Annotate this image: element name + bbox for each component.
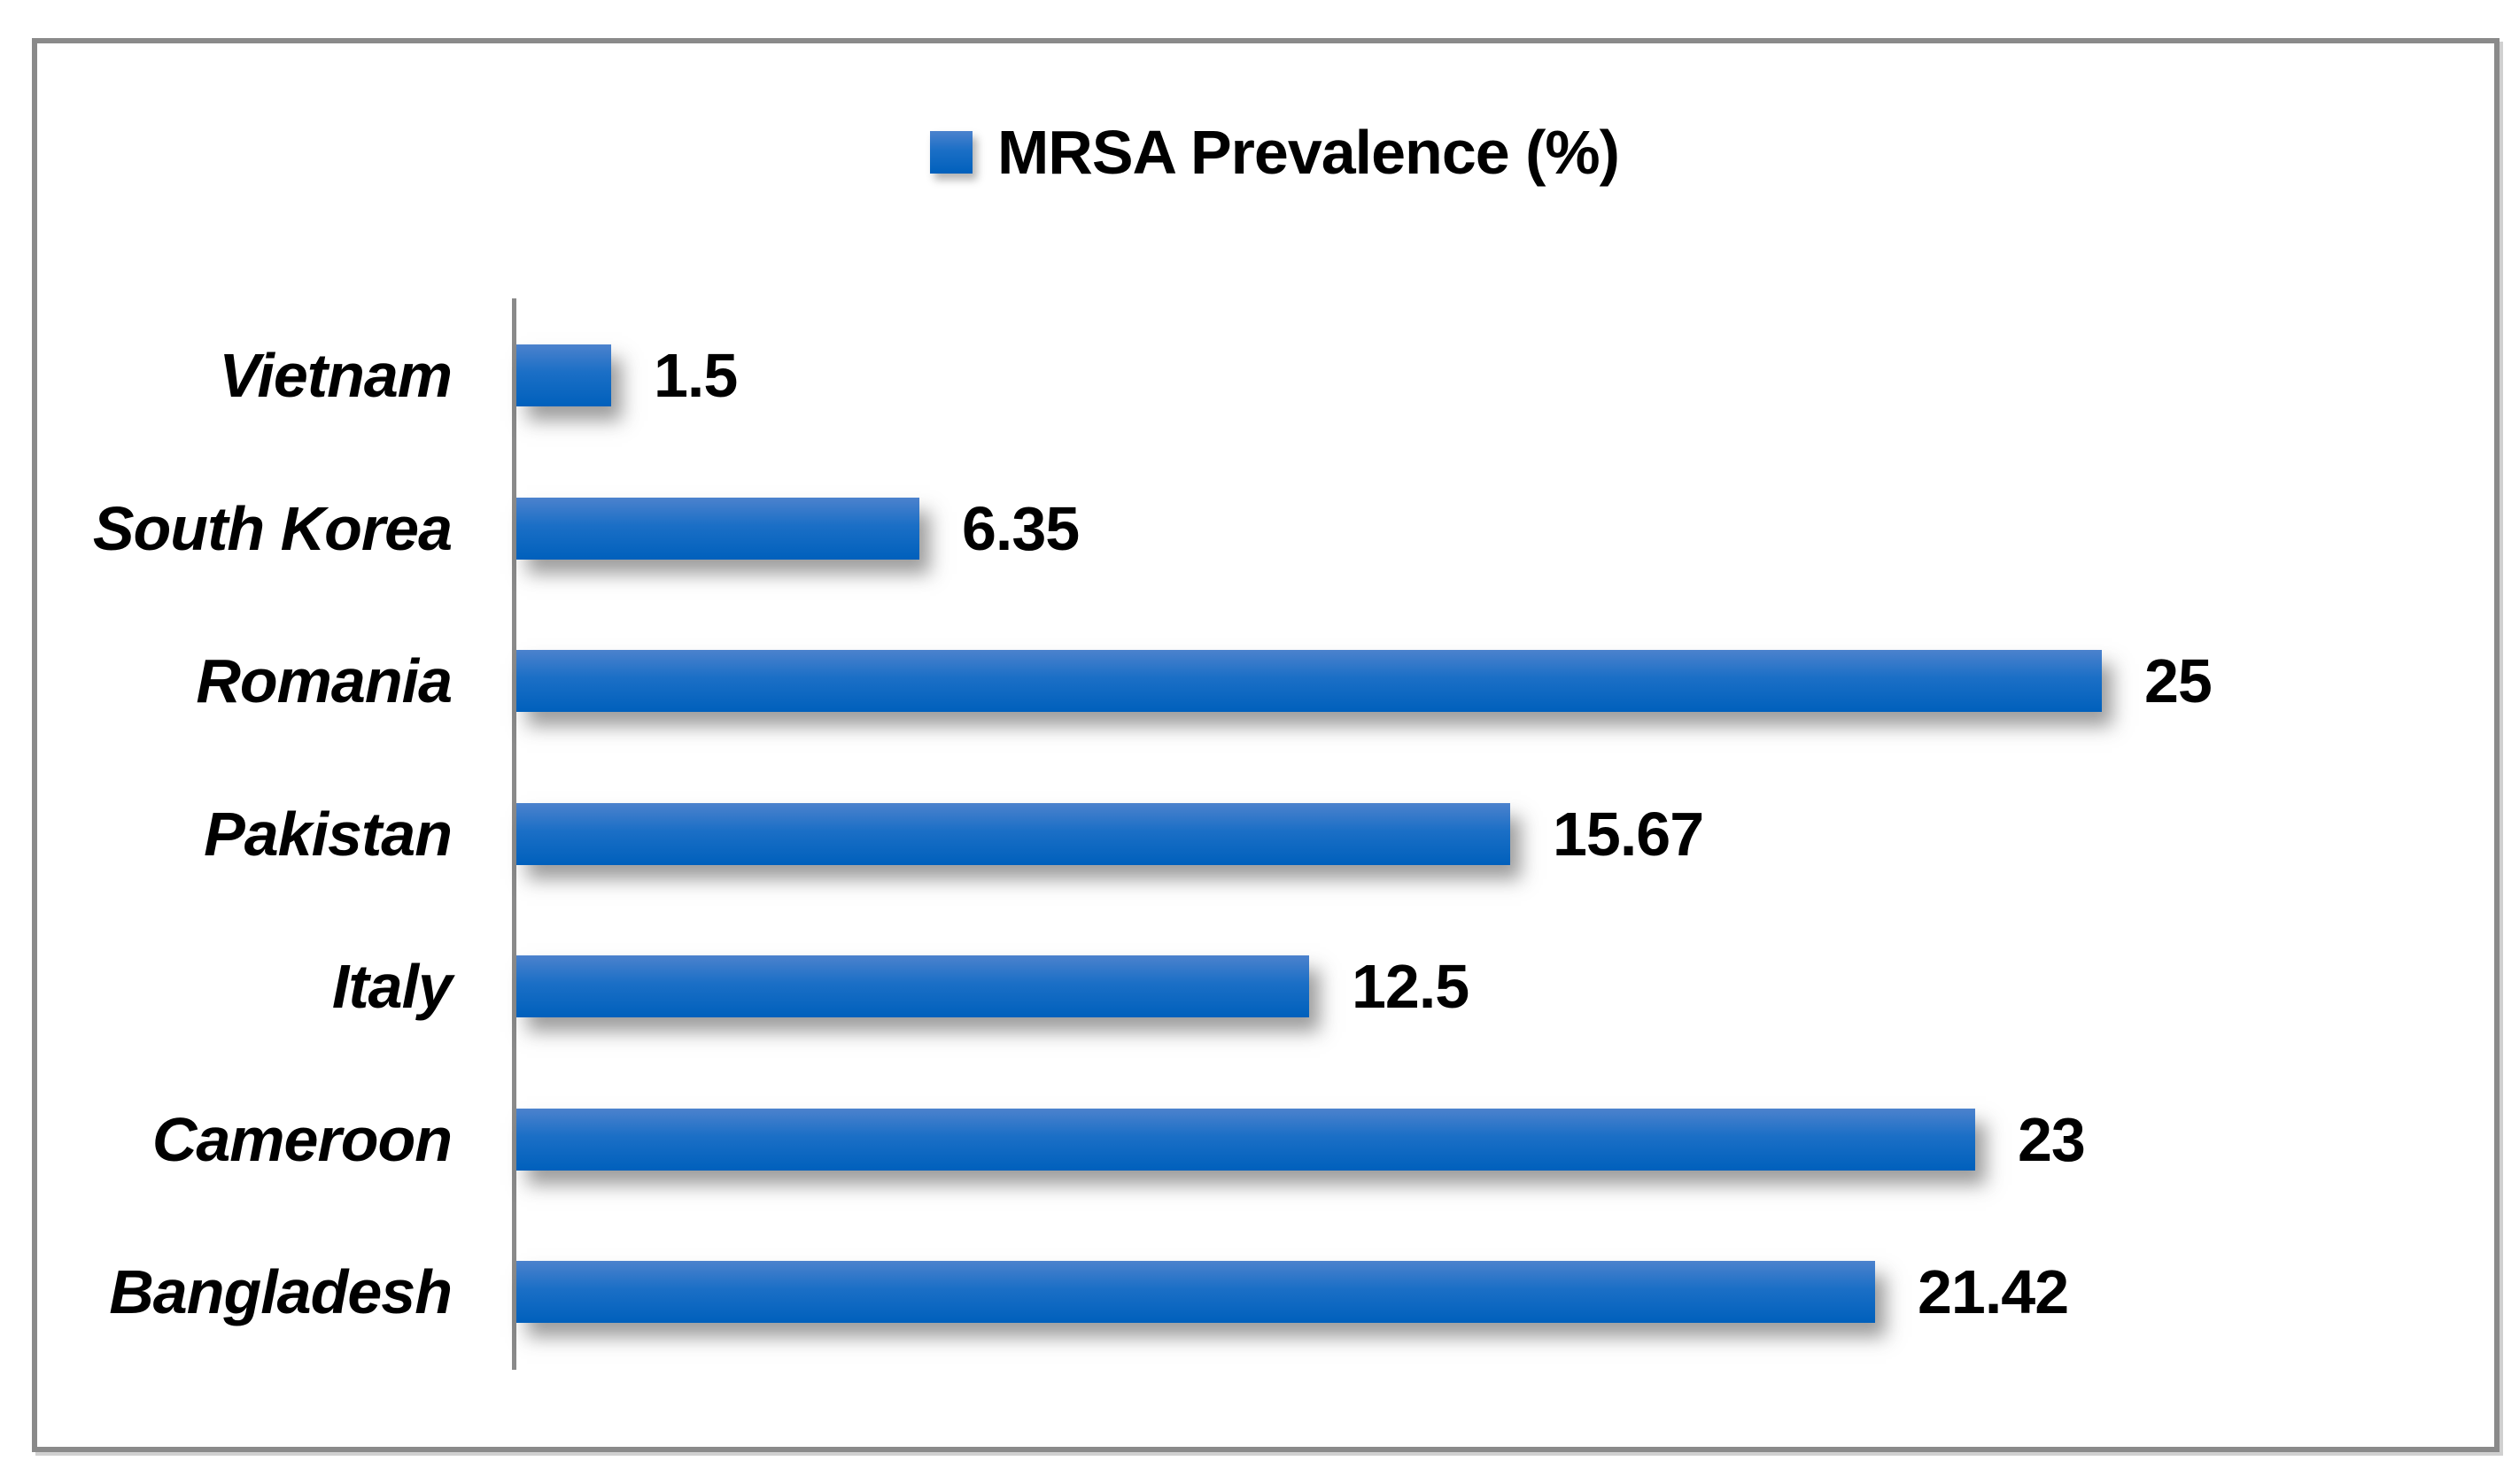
chart-frame bbox=[32, 38, 2500, 1452]
bar bbox=[516, 802, 1510, 865]
category-label: Italy bbox=[331, 952, 453, 1021]
legend-label: MRSA Prevalence (%) bbox=[997, 118, 1620, 187]
category-label: Pakistan bbox=[204, 799, 453, 869]
bar bbox=[516, 344, 611, 406]
category-label: Vietnam bbox=[219, 341, 453, 410]
bar bbox=[516, 1261, 1875, 1323]
value-label: 25 bbox=[2144, 646, 2213, 715]
category-label: Cameroon bbox=[151, 1104, 453, 1174]
value-label: 6.35 bbox=[962, 493, 1080, 563]
value-label: 21.42 bbox=[1918, 1257, 2069, 1326]
bar bbox=[516, 497, 919, 560]
y-axis-line bbox=[512, 298, 516, 1370]
value-label: 15.67 bbox=[1553, 799, 1704, 869]
category-label: Romania bbox=[196, 646, 453, 715]
value-label: 12.5 bbox=[1352, 952, 1469, 1021]
legend: MRSA Prevalence (%) bbox=[930, 118, 1620, 187]
value-label: 1.5 bbox=[654, 341, 738, 410]
category-label: South Korea bbox=[92, 493, 453, 563]
bar bbox=[516, 1108, 1975, 1171]
legend-swatch-icon bbox=[930, 131, 973, 174]
value-label: 23 bbox=[2018, 1104, 2086, 1174]
category-label: Bangladesh bbox=[109, 1257, 453, 1326]
bar bbox=[516, 650, 2102, 712]
bar bbox=[516, 955, 1309, 1017]
